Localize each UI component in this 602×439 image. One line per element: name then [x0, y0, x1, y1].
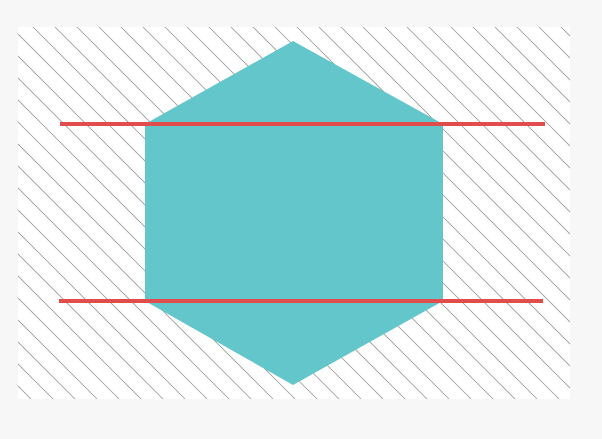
hatch-line [18, 121, 296, 399]
hatch-line [18, 341, 76, 399]
hatch-line [472, 27, 570, 125]
hatch-line [18, 209, 208, 399]
hatch-line [516, 27, 570, 81]
hatch-line [18, 231, 186, 399]
hatch-line [406, 27, 570, 191]
hatch-line [18, 275, 142, 399]
hatch-line [18, 143, 274, 399]
hatch-line [18, 187, 230, 399]
hatch-line [362, 27, 570, 235]
hatch-line [494, 27, 570, 103]
hatch-line [384, 27, 570, 213]
hatch-line [340, 27, 570, 257]
hatch-line [428, 27, 570, 169]
hatch-line [318, 27, 570, 279]
hatch-line [450, 27, 570, 147]
hatch-line [18, 319, 98, 399]
hatch-line [18, 253, 164, 399]
hatch-line [18, 165, 252, 399]
hatch-line [18, 363, 54, 399]
hatch-line [18, 297, 120, 399]
